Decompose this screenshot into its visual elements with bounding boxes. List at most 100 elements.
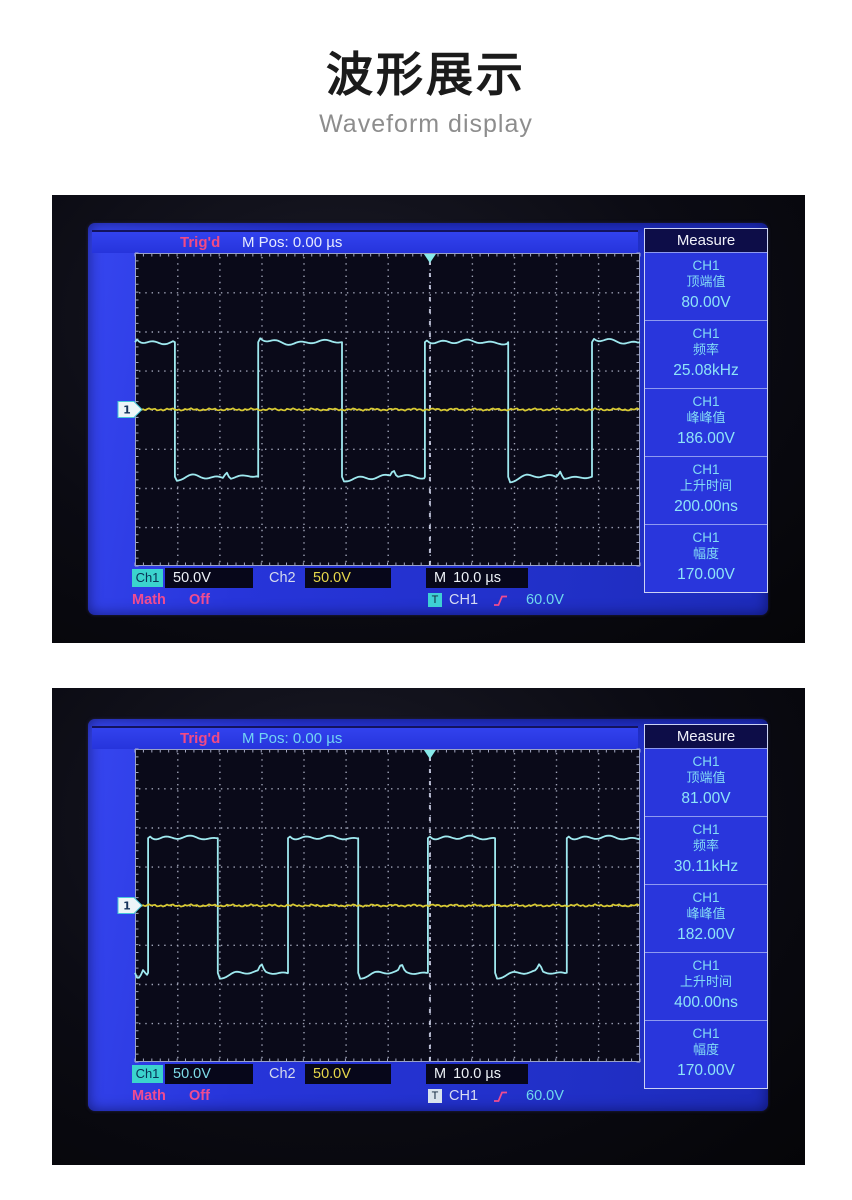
- measure-label: 上升时间: [679, 478, 732, 493]
- horizontal-position-readout: M Pos: 0.00 µs: [242, 730, 343, 747]
- measure-channel: CH1: [692, 394, 720, 409]
- measure-channel: CH1: [692, 822, 720, 837]
- trigger-settings-bar: Math Off T CH1 60.0V: [88, 590, 768, 612]
- math-status: Off: [189, 592, 210, 608]
- measure-item: CH1 峰峰值 182.00V: [645, 884, 767, 952]
- measure-label: 频率: [692, 838, 719, 853]
- measure-item: CH1 上升时间 400.00ns: [645, 952, 767, 1020]
- measure-label: 峰峰值: [686, 906, 726, 921]
- horizontal-position-readout: M Pos: 0.00 µs: [242, 234, 343, 251]
- top-status-bar: Trig'd M Pos: 0.00 µs: [92, 230, 638, 253]
- measure-channel: CH1: [692, 326, 720, 341]
- measure-value: 186.00V: [677, 430, 735, 447]
- waveform-display: 1: [117, 748, 641, 1063]
- ch1-badge: Ch1: [132, 1065, 163, 1083]
- measure-channel: CH1: [692, 530, 720, 545]
- measure-item: CH1 幅度 170.00V: [645, 1020, 767, 1088]
- measure-value: 400.00ns: [674, 994, 738, 1011]
- trigger-source: CH1: [449, 1088, 479, 1104]
- channel-marker-number: 1: [123, 900, 131, 913]
- measure-value: 170.00V: [677, 566, 735, 583]
- measure-item: CH1 频率 30.11kHz: [645, 816, 767, 884]
- measure-label: 频率: [692, 342, 719, 357]
- timebase-value: 10.0 µs: [453, 570, 501, 586]
- measure-value: 170.00V: [677, 1062, 735, 1079]
- measure-panel-title: Measure: [645, 725, 767, 748]
- waveform-graticule: 1: [117, 252, 641, 567]
- trigger-source: CH1: [449, 592, 479, 608]
- measure-label: 幅度: [692, 1042, 719, 1057]
- ch2-scale-readout: 50.0V: [305, 1064, 391, 1084]
- trigger-status-label: Trig'd: [180, 234, 221, 251]
- channel-settings-bar: Ch1 50.0V Ch2 50.0V M 10.0 µs: [88, 1064, 768, 1086]
- waveform-display: 1: [117, 252, 641, 567]
- oscilloscope-screen: Trig'd M Pos: 0.00 µs 1 Measure CH1 顶端值 …: [88, 719, 768, 1111]
- measure-panel: Measure CH1 顶端值 80.00V CH1 频率 25.08kHz C…: [644, 228, 768, 593]
- timebase-value: 10.0 µs: [453, 1066, 501, 1082]
- ch1-scale-readout: 50.0V: [165, 568, 253, 588]
- timebase-label: M: [434, 570, 447, 586]
- measure-channel: CH1: [692, 1026, 720, 1041]
- ch2-trace: [134, 407, 640, 412]
- measure-label: 顶端值: [686, 770, 726, 785]
- waveform-graticule: 1: [117, 748, 641, 1063]
- measure-item: CH1 频率 25.08kHz: [645, 320, 767, 388]
- measure-panel-title: Measure: [645, 229, 767, 252]
- measure-item: CH1 幅度 170.00V: [645, 524, 767, 592]
- ch2-label: Ch2: [269, 570, 296, 586]
- trigger-settings-bar: Math Off T CH1 60.0V: [88, 1086, 768, 1108]
- trigger-level-readout: 60.0V: [526, 1088, 564, 1104]
- channel-settings-bar: Ch1 50.0V Ch2 50.0V M 10.0 µs: [88, 568, 768, 590]
- measure-value: 80.00V: [681, 294, 731, 311]
- channel-marker-icon: [117, 401, 143, 418]
- timebase-label: M: [434, 1066, 447, 1082]
- measure-value: 81.00V: [681, 790, 731, 807]
- rising-edge-icon: [494, 1091, 507, 1102]
- timebase-readout: M 10.0 µs: [426, 1064, 528, 1084]
- channel-marker-number: 1: [123, 404, 131, 417]
- trigger-badge: T: [428, 1089, 442, 1103]
- measure-value: 30.11kHz: [673, 858, 739, 875]
- page-title: 波形展示: [326, 48, 526, 101]
- measure-label: 幅度: [692, 546, 719, 561]
- math-label: Math: [132, 1088, 166, 1104]
- timebase-readout: M 10.0 µs: [426, 568, 528, 588]
- measure-channel: CH1: [692, 462, 720, 477]
- measure-value: 25.08kHz: [673, 362, 739, 379]
- measure-item: CH1 顶端值 81.00V: [645, 748, 767, 816]
- measure-channel: CH1: [692, 258, 720, 273]
- top-status-bar: Trig'd M Pos: 0.00 µs: [92, 726, 638, 749]
- measure-panel: Measure CH1 顶端值 81.00V CH1 频率 30.11kHz C…: [644, 724, 768, 1089]
- rising-edge-icon: [494, 595, 507, 606]
- oscilloscope-screen: Trig'd M Pos: 0.00 µs 1 Measure CH1 顶端值 …: [88, 223, 768, 615]
- ch1-trace: [134, 337, 641, 484]
- measure-channel: CH1: [692, 754, 720, 769]
- ch1-scale-readout: 50.0V: [165, 1064, 253, 1084]
- oscilloscope-photo-2: Trig'd M Pos: 0.00 µs 1 Measure CH1 顶端值 …: [52, 688, 805, 1165]
- channel-marker-icon: [117, 897, 143, 914]
- measure-item: CH1 顶端值 80.00V: [645, 252, 767, 320]
- trigger-position-icon: [423, 254, 436, 263]
- measure-channel: CH1: [692, 958, 720, 973]
- measure-label: 上升时间: [679, 974, 732, 989]
- measure-item: CH1 上升时间 200.00ns: [645, 456, 767, 524]
- measure-value: 182.00V: [677, 926, 735, 943]
- ch2-scale-readout: 50.0V: [305, 568, 391, 588]
- page-subtitle: Waveform display: [319, 110, 533, 138]
- trigger-level-readout: 60.0V: [526, 592, 564, 608]
- measure-label: 峰峰值: [686, 410, 726, 425]
- measure-item: CH1 峰峰值 186.00V: [645, 388, 767, 456]
- ch1-trace: [134, 834, 641, 980]
- trigger-status-label: Trig'd: [180, 730, 221, 747]
- trigger-badge: T: [428, 593, 442, 607]
- measure-value: 200.00ns: [674, 498, 738, 515]
- ch1-badge: Ch1: [132, 569, 163, 587]
- trigger-position-icon: [423, 750, 436, 759]
- ch2-label: Ch2: [269, 1066, 296, 1082]
- measure-label: 顶端值: [686, 274, 726, 289]
- measure-channel: CH1: [692, 890, 720, 905]
- oscilloscope-photo-1: Trig'd M Pos: 0.00 µs 1 Measure CH1 顶端值 …: [52, 195, 805, 643]
- math-label: Math: [132, 592, 166, 608]
- ch2-trace: [134, 903, 640, 908]
- math-status: Off: [189, 1088, 210, 1104]
